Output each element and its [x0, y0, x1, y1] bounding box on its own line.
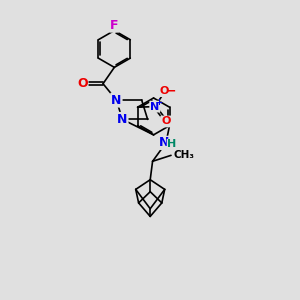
Text: H: H [167, 140, 176, 149]
Text: +: + [155, 98, 162, 106]
Text: O: O [161, 116, 170, 127]
Text: N: N [111, 94, 122, 106]
Text: O: O [77, 77, 88, 90]
Text: F: F [110, 19, 118, 32]
Text: CH₃: CH₃ [173, 150, 194, 160]
Text: N: N [150, 102, 160, 112]
Text: −: − [166, 85, 176, 98]
Text: N: N [117, 113, 128, 126]
Text: O: O [160, 86, 169, 96]
Text: N: N [158, 136, 169, 149]
